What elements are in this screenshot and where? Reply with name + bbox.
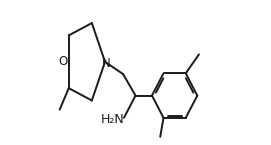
Text: O: O [58,55,67,68]
Text: N: N [101,57,110,70]
Text: H₂N: H₂N [101,113,125,126]
